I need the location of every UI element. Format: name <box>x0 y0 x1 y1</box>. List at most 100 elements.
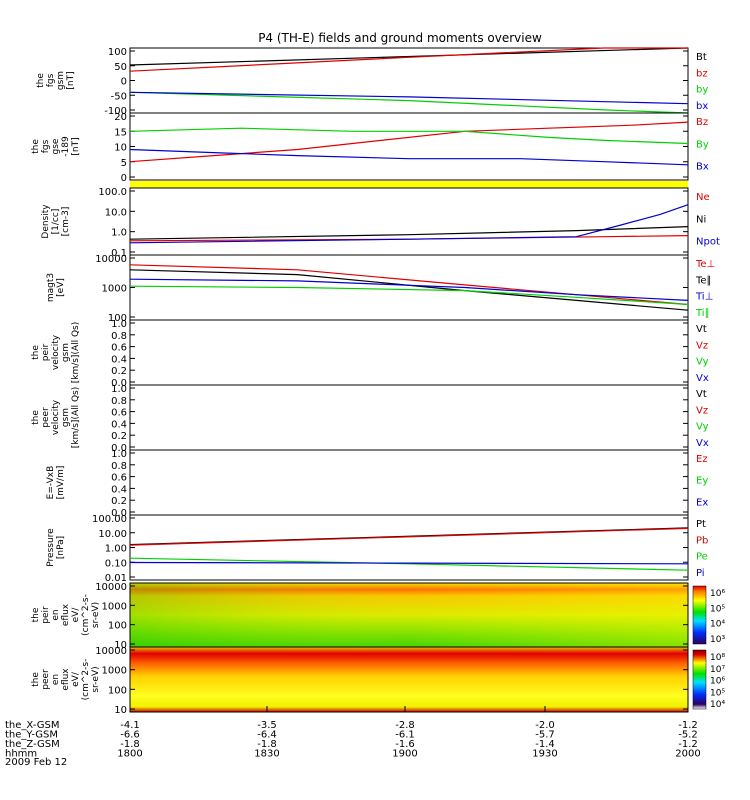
y-axis-label: gsm <box>61 343 71 362</box>
series-line-Bz <box>129 121 689 163</box>
series-line-Ni <box>129 226 689 240</box>
y-axis-label: (cm^2-s- <box>81 659 91 701</box>
y-tick-label: 1000 <box>102 601 127 612</box>
x-axis-labels: the_X-GSM -4.1 -3.5 -2.8 -2.0 -1.2 the_Y-GSM -6… <box>5 706 701 768</box>
y-tick-label: 1000 <box>102 666 127 677</box>
x-axis-value: 1800 <box>117 749 142 760</box>
y-axis-label: [eV] <box>56 278 66 297</box>
legend-Vz: Vz <box>696 340 708 351</box>
legend-Vt: Vt <box>696 389 707 400</box>
y-tick-label: 0.4 <box>111 419 127 430</box>
series-line-Pe <box>129 557 689 571</box>
y-axis-label: velocity <box>51 399 61 435</box>
y-tick-label: 0.01 <box>105 573 127 584</box>
x-axis-row-label: the_Z-GSM <box>5 739 60 750</box>
series-line-by <box>129 91 689 114</box>
panel-e_field: 1.00.80.60.40.20.0 E=-VxB [mV/m] Ez Ey Ex <box>46 449 708 519</box>
y-tick-label: 10.0 <box>105 207 127 218</box>
y-axis-label: magt3 <box>46 273 56 302</box>
x-axis-value: -3.5 <box>257 720 277 731</box>
y-axis-label: fgs <box>41 139 51 153</box>
y-tick-label: 0.0 <box>111 508 127 519</box>
y-tick-label: 100 <box>108 313 127 324</box>
y-tick-label: 1.0 <box>111 228 127 239</box>
y-axis-label: Density <box>41 204 51 239</box>
y-tick-label: 0.8 <box>111 461 127 472</box>
colorbar-tick: 10⁴ <box>710 700 725 710</box>
y-tick-label: 0.2 <box>111 366 127 377</box>
legend-Vx: Vx <box>696 373 709 384</box>
legend-Vt: Vt <box>696 324 707 335</box>
y-tick-label: 10.00 <box>98 529 127 540</box>
x-axis-value: -1.4 <box>535 739 555 750</box>
legend-by: by <box>696 85 708 96</box>
y-axis-label: velocity <box>51 334 61 370</box>
legend-bx: bx <box>696 101 708 112</box>
x-axis-value: -2.8 <box>395 720 415 731</box>
y-axis-label: [nT] <box>66 71 76 89</box>
legend-Bz: Bz <box>696 117 708 128</box>
panel-peir_eflux: 10⁶ 10⁵ 10⁴ 10³ 10000 1000 100 10 the peir en eflux… <box>31 582 725 651</box>
y-axis-label: eV/ <box>71 671 81 687</box>
x-axis-value: 1900 <box>392 749 417 760</box>
series-line-Te⊥ <box>129 264 689 306</box>
y-tick-label: 0.2 <box>111 431 127 442</box>
y-tick-label: 100 <box>108 685 127 696</box>
y-tick-label: -50 <box>111 91 127 102</box>
y-axis-label: gsm <box>56 71 66 90</box>
legend-bz: bz <box>696 68 708 79</box>
y-tick-label: 0.0 <box>111 378 127 389</box>
y-tick-label: 0.8 <box>111 396 127 407</box>
y-tick-label: 0.6 <box>111 343 127 354</box>
x-axis-date: 2009 Feb 12 <box>5 757 67 768</box>
panel-frame <box>129 646 689 713</box>
y-tick-label: 1.0 <box>111 319 127 330</box>
panel-temperature: 10000 1000 100 magt3 [eV] Te⊥ Te∥ Ti⊥ Ti∥ <box>46 254 715 324</box>
panel-frame <box>129 112 689 181</box>
legend-Pe: Pe <box>696 552 708 563</box>
y-axis-label: Pressure <box>46 528 56 567</box>
panel-frame <box>129 187 689 256</box>
y-axis-label: en <box>51 674 61 685</box>
y-tick-label: 0 <box>121 77 127 88</box>
legend-Te⊥: Te⊥ <box>695 259 715 270</box>
x-axis-value: 1930 <box>532 749 557 760</box>
y-tick-label: 100.00 <box>92 514 127 525</box>
panel-peer_velocity: 1.00.80.60.40.20.0 the peer velocity gsm [km/… <box>31 384 709 454</box>
y-axis-label: fgs <box>46 73 56 87</box>
x-axis-value: -6.4 <box>257 730 277 741</box>
legend-Bt: Bt <box>696 52 707 63</box>
x-axis-value: -5.2 <box>678 730 698 741</box>
legend-Vy: Vy <box>696 357 709 368</box>
y-axis-label: the <box>31 139 41 154</box>
y-tick-label: 0.8 <box>111 331 127 342</box>
legend-Pi: Pi <box>696 568 705 579</box>
y-axis-label: the <box>31 345 41 360</box>
legend-Ex: Ex <box>696 497 708 508</box>
series-line-Bx <box>129 148 689 166</box>
colorbar-tick: 10⁵ <box>710 688 725 698</box>
y-axis-label: [km/s](All Qs) <box>71 322 81 384</box>
legend-Ne: Ne <box>696 192 710 203</box>
panel-density: 100.0 10.0 1.0 0.1 Density [1/cc] [cm-3] Ne Ni Np… <box>41 187 720 259</box>
y-tick-label: 15 <box>114 127 127 138</box>
legend-Vy: Vy <box>696 422 709 433</box>
y-axis-label: peir <box>41 606 51 624</box>
colorbar-peir_eflux: 10⁶ 10⁵ 10⁴ 10³ <box>692 585 725 645</box>
panel-peir_velocity: 1.00.80.60.40.20.0 the peir velocity gsm [km/… <box>31 319 709 389</box>
panel-frame <box>129 254 689 321</box>
y-axis-label: [cm-3] <box>61 207 71 237</box>
y-axis-label: the <box>31 672 41 687</box>
legend-Pb: Pb <box>696 535 708 546</box>
y-tick-label: 10 <box>114 705 127 716</box>
series-line-Ti⊥ <box>129 278 689 301</box>
y-tick-label: 10000 <box>95 582 127 593</box>
y-axis-label: (cm^2-s- <box>81 594 91 636</box>
panel-fgs_gse: 20 15 10 5 0 the fgs gse -189 [nT] Bz By Bx <box>31 112 709 184</box>
y-tick-label: 0.4 <box>111 354 127 365</box>
series-line-bz <box>129 47 688 72</box>
x-axis-value: -4.1 <box>120 720 140 731</box>
legend-Ez: Ez <box>696 454 708 465</box>
x-axis-value: 1830 <box>254 749 279 760</box>
